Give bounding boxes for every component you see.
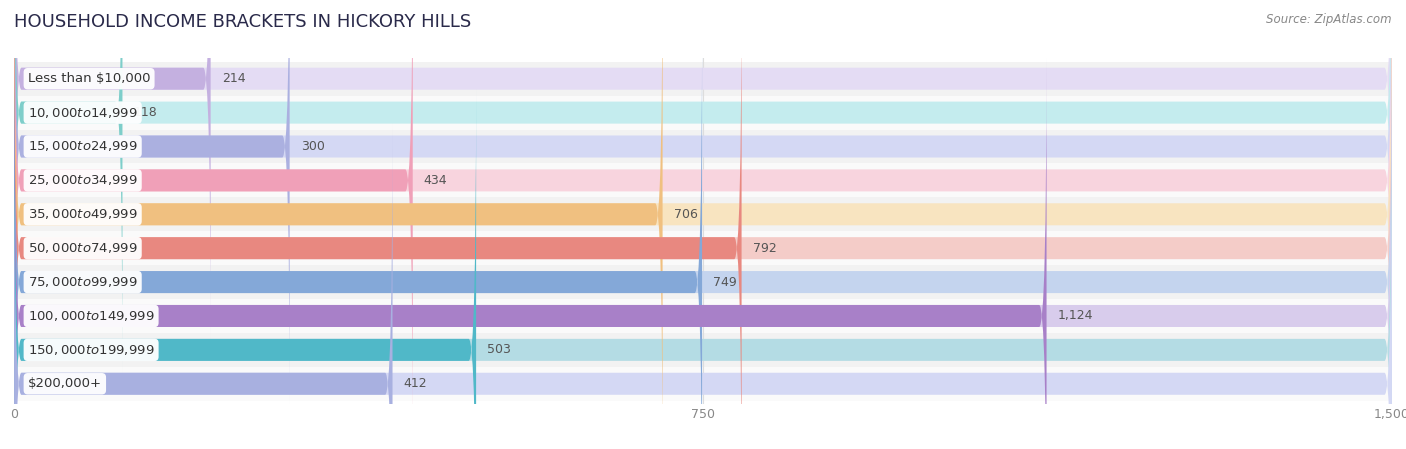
Text: $25,000 to $34,999: $25,000 to $34,999 xyxy=(28,173,138,187)
FancyBboxPatch shape xyxy=(14,56,1046,449)
FancyBboxPatch shape xyxy=(14,0,211,339)
Text: $200,000+: $200,000+ xyxy=(28,377,101,390)
FancyBboxPatch shape xyxy=(14,0,290,407)
FancyBboxPatch shape xyxy=(14,22,702,449)
Text: $75,000 to $99,999: $75,000 to $99,999 xyxy=(28,275,138,289)
Text: $50,000 to $74,999: $50,000 to $74,999 xyxy=(28,241,138,255)
Bar xyxy=(14,265,1392,299)
FancyBboxPatch shape xyxy=(14,0,122,373)
Text: $150,000 to $199,999: $150,000 to $199,999 xyxy=(28,343,155,357)
FancyBboxPatch shape xyxy=(14,22,1392,449)
Text: $15,000 to $24,999: $15,000 to $24,999 xyxy=(28,140,138,154)
FancyBboxPatch shape xyxy=(14,0,1392,449)
Text: 214: 214 xyxy=(222,72,245,85)
Text: 503: 503 xyxy=(486,343,510,357)
Text: $10,000 to $14,999: $10,000 to $14,999 xyxy=(28,106,138,119)
Bar xyxy=(14,299,1392,333)
Text: $35,000 to $49,999: $35,000 to $49,999 xyxy=(28,207,138,221)
Text: 412: 412 xyxy=(404,377,427,390)
FancyBboxPatch shape xyxy=(14,0,1392,407)
Text: 706: 706 xyxy=(673,208,697,221)
FancyBboxPatch shape xyxy=(14,0,1392,373)
FancyBboxPatch shape xyxy=(14,0,1392,339)
FancyBboxPatch shape xyxy=(14,123,392,449)
FancyBboxPatch shape xyxy=(14,0,1392,449)
Text: $100,000 to $149,999: $100,000 to $149,999 xyxy=(28,309,155,323)
FancyBboxPatch shape xyxy=(14,90,477,449)
Text: 1,124: 1,124 xyxy=(1057,309,1092,322)
FancyBboxPatch shape xyxy=(14,0,662,449)
Text: 434: 434 xyxy=(423,174,447,187)
Text: Source: ZipAtlas.com: Source: ZipAtlas.com xyxy=(1267,13,1392,26)
Bar xyxy=(14,96,1392,130)
FancyBboxPatch shape xyxy=(14,0,741,449)
Text: 118: 118 xyxy=(134,106,157,119)
Bar xyxy=(14,231,1392,265)
FancyBboxPatch shape xyxy=(14,56,1392,449)
Bar xyxy=(14,333,1392,367)
FancyBboxPatch shape xyxy=(14,0,413,440)
Text: 300: 300 xyxy=(301,140,325,153)
Bar xyxy=(14,198,1392,231)
Text: HOUSEHOLD INCOME BRACKETS IN HICKORY HILLS: HOUSEHOLD INCOME BRACKETS IN HICKORY HIL… xyxy=(14,13,471,31)
FancyBboxPatch shape xyxy=(14,90,1392,449)
Bar xyxy=(14,62,1392,96)
Bar xyxy=(14,367,1392,401)
Text: 792: 792 xyxy=(752,242,776,255)
Text: 749: 749 xyxy=(713,276,737,289)
FancyBboxPatch shape xyxy=(14,123,1392,449)
Bar xyxy=(14,163,1392,198)
Bar xyxy=(14,130,1392,163)
FancyBboxPatch shape xyxy=(14,0,1392,440)
Text: Less than $10,000: Less than $10,000 xyxy=(28,72,150,85)
